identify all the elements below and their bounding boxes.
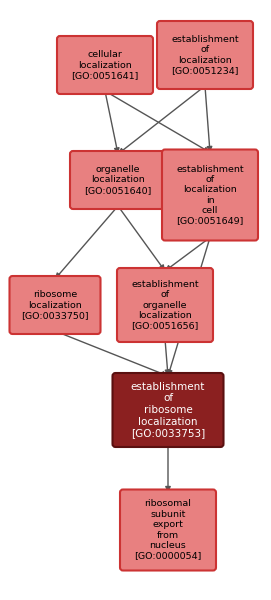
FancyBboxPatch shape: [117, 268, 213, 342]
Text: establishment
of
localization
in
cell
[GO:0051649]: establishment of localization in cell [G…: [176, 164, 244, 226]
FancyBboxPatch shape: [9, 276, 101, 334]
Text: establishment
of
ribosome
localization
[GO:0033753]: establishment of ribosome localization […: [131, 382, 205, 438]
FancyBboxPatch shape: [157, 21, 253, 89]
FancyBboxPatch shape: [162, 149, 258, 241]
FancyBboxPatch shape: [112, 373, 224, 447]
Text: cellular
localization
[GO:0051641]: cellular localization [GO:0051641]: [71, 50, 139, 80]
FancyBboxPatch shape: [70, 151, 166, 209]
FancyBboxPatch shape: [120, 490, 216, 571]
Text: establishment
of
localization
[GO:0051234]: establishment of localization [GO:005123…: [171, 35, 239, 75]
Text: ribosome
localization
[GO:0033750]: ribosome localization [GO:0033750]: [21, 290, 89, 320]
Text: organelle
localization
[GO:0051640]: organelle localization [GO:0051640]: [84, 165, 152, 195]
Text: establishment
of
organelle
localization
[GO:0051656]: establishment of organelle localization …: [131, 280, 199, 330]
Text: ribosomal
subunit
export
from
nucleus
[GO:0000054]: ribosomal subunit export from nucleus [G…: [134, 499, 202, 560]
FancyBboxPatch shape: [57, 36, 153, 94]
